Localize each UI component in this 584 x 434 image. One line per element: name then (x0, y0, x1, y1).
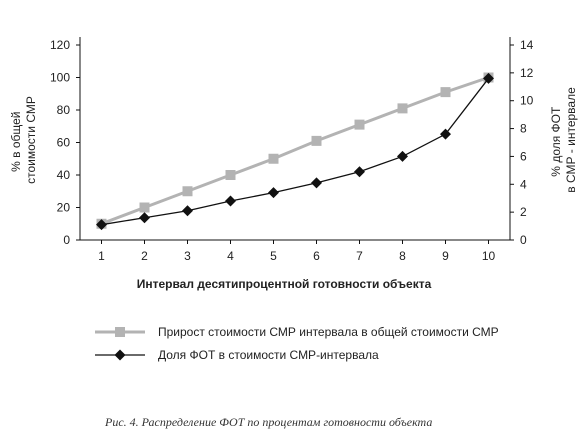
series-1 (96, 72, 494, 229)
x-tick-label: 3 (184, 249, 191, 263)
diamond-point (440, 128, 451, 140)
square-point (225, 170, 236, 180)
right-tick-label: 0 (520, 233, 527, 247)
x-tick-label: 5 (270, 249, 277, 263)
left-tick-label: 100 (50, 71, 70, 85)
square-point (139, 202, 150, 213)
legend-item-1: Прирост стоимости СМР интервала в общей … (95, 325, 499, 339)
left-tick-label: 40 (57, 168, 71, 182)
series-line (101, 78, 490, 226)
left-axis-ticks: 0 20 40 60 80 100 120 (50, 38, 80, 247)
x-axis-ticks: 1 2 3 4 5 6 7 8 9 10 (98, 240, 495, 263)
legend: Прирост стоимости СМР интервала в общей … (95, 325, 499, 362)
x-tick-label: 8 (399, 249, 406, 263)
x-tick-label: 4 (227, 249, 234, 263)
left-tick-label: 60 (57, 136, 71, 150)
square-point (397, 103, 408, 114)
square-point (268, 153, 279, 164)
diamond-point (311, 177, 322, 189)
x-axis-title: Интервал десятипроцентной готовности объ… (137, 277, 432, 291)
square-point (354, 119, 365, 130)
x-tick-label: 7 (356, 249, 363, 263)
x-tick-label: 10 (482, 249, 496, 263)
diamond-point (483, 72, 494, 84)
right-tick-label: 12 (520, 66, 534, 80)
diamond-point (225, 195, 236, 207)
diamond-point (268, 187, 279, 199)
legend-label: Прирост стоимости СМР интервала в общей … (158, 325, 499, 339)
diamond-point (182, 205, 193, 217)
right-tick-label: 2 (520, 205, 527, 219)
x-tick-label: 1 (98, 249, 105, 263)
diamond-point (139, 212, 150, 224)
legend-swatch-marker (115, 327, 125, 337)
left-tick-label: 0 (63, 233, 70, 247)
right-tick-label: 8 (520, 122, 527, 136)
series-layer (96, 72, 494, 231)
left-tick-label: 120 (50, 38, 70, 52)
right-tick-label: 4 (520, 177, 527, 191)
series-2 (96, 72, 494, 231)
x-tick-label: 6 (313, 249, 320, 263)
legend-label: Доля ФОТ в стоимости СМР-интервала (158, 348, 379, 362)
series-line (100, 76, 489, 226)
x-tick-label: 9 (442, 249, 449, 263)
figure-caption: Рис. 4. Распределение ФОТ по процентам г… (104, 415, 432, 429)
right-tick-label: 6 (520, 149, 527, 163)
right-axis-ticks: 0 2 4 6 8 10 12 14 (510, 38, 534, 247)
x-tick-label: 2 (141, 249, 148, 263)
diamond-point (397, 150, 408, 162)
left-axis-title: % в общей стоимости СМР (9, 96, 38, 184)
axes (79, 37, 511, 241)
right-axis-title: % доля ФОТ в СМР - интервале (549, 87, 578, 193)
diamond-point (96, 219, 107, 231)
left-tick-label: 20 (57, 201, 71, 215)
diamond-point (354, 166, 365, 178)
right-tick-label: 14 (520, 38, 534, 52)
right-tick-label: 10 (520, 94, 534, 108)
square-point (311, 135, 322, 146)
square-point (440, 87, 451, 98)
legend-item-2: Доля ФОТ в стоимости СМР-интервала (95, 348, 379, 362)
legend-swatch-marker (114, 349, 126, 361)
square-point (182, 186, 193, 197)
left-tick-label: 80 (57, 103, 71, 117)
